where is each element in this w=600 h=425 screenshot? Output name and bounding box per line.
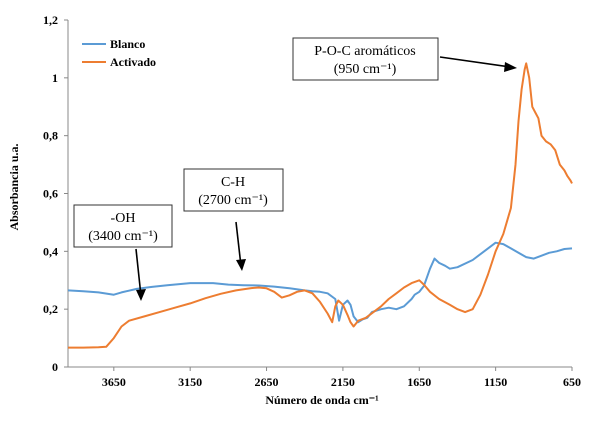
annotation-oh: -OH (3400 cm⁻¹) [73,204,173,301]
series-line-activado [68,62,573,349]
annotation-ch: C-H (2700 cm⁻¹) [183,168,284,271]
y-axis-title: Absorbancia u.a. [7,143,21,230]
annotation-oh-box [73,204,173,248]
y-tick-label: 1,2 [43,13,58,27]
x-axis-title: Número de onda cm⁻¹ [265,393,379,407]
plot-area: 0 0,2 0,4 0,6 0,8 1 1,2 3650 3150 2650 2150 1650 11… [43,13,581,389]
annotation-poc: P-O-C aromáticos (950 cm⁻¹) [292,37,517,81]
annotation-oh-label: -OH [111,211,136,226]
annotation-ch-wavenumber: (2700 cm⁻¹) [198,193,268,208]
y-tick-label: 0,2 [43,302,58,316]
annotation-oh-arrow [135,248,142,297]
legend-label-blanco: Blanco [110,37,145,51]
y-tick-label: 0,8 [43,129,58,143]
annotation-ch-arrow [235,221,242,267]
x-tick-label: 1150 [484,375,507,389]
annotation-oh-wavenumber: (3400 cm⁻¹) [88,229,158,244]
series-line-blanco [67,241,573,324]
annotation-ch-arrowhead [236,259,246,271]
x-tick-label: 2150 [331,375,355,389]
y-tick-label: 1 [52,71,58,85]
y-tick-label: 0,4 [43,244,58,258]
legend: Blanco Activado [82,37,156,69]
y-tick-label: 0,6 [43,187,58,201]
legend-label-activado: Activado [110,55,156,69]
annotation-ch-label: C-H [221,175,245,190]
annotation-poc-arrowhead [504,62,517,72]
y-tick-label: 0 [52,360,58,374]
x-tick-label: 3150 [178,375,202,389]
x-tick-label: 1650 [407,375,431,389]
x-tick-label: 2650 [255,375,279,389]
annotation-oh-arrowhead [136,289,146,301]
annotation-poc-box [292,37,439,81]
x-tick-label: 650 [563,375,581,389]
annotation-poc-wavenumber: (950 cm⁻¹) [334,62,397,77]
annotation-ch-box [183,168,284,212]
annotation-poc-label: P-O-C aromáticos [314,44,415,59]
annotation-poc-arrow [439,56,511,68]
y-axis-ticks: 0 0,2 0,4 0,6 0,8 1 1,2 [43,13,68,374]
x-axis-ticks: 3650 3150 2650 2150 1650 1150 650 [102,367,581,389]
x-tick-label: 3650 [102,375,126,389]
series-layer [67,62,573,349]
